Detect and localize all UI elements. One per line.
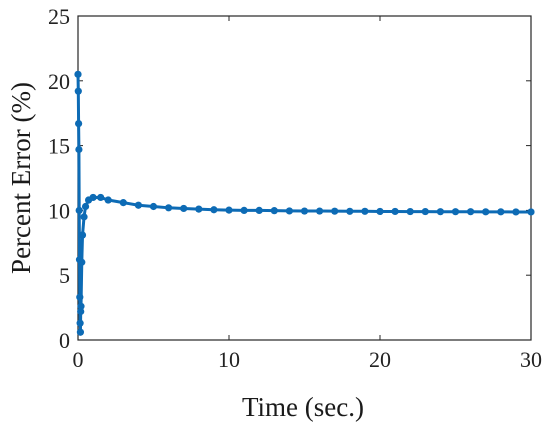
data-point xyxy=(316,207,324,215)
data-point xyxy=(134,201,142,209)
y-tick-label: 10 xyxy=(48,198,70,223)
data-point xyxy=(75,119,83,128)
y-tick-label: 0 xyxy=(59,328,70,353)
data-point xyxy=(497,208,505,216)
data-point xyxy=(436,208,444,216)
data-point xyxy=(77,307,85,316)
data-point xyxy=(421,207,429,216)
data-point xyxy=(149,202,158,211)
data-point xyxy=(406,207,414,216)
data-point xyxy=(482,208,490,216)
data-point xyxy=(89,193,97,202)
plot-area-box xyxy=(77,15,532,341)
data-point xyxy=(75,145,83,154)
data-point xyxy=(391,207,399,216)
data-point xyxy=(225,206,233,214)
series-layer xyxy=(74,70,535,336)
y-tick-label: 15 xyxy=(48,134,70,159)
data-point xyxy=(240,206,248,214)
data-point xyxy=(467,208,475,216)
x-tick-label: 30 xyxy=(520,347,542,372)
axis-ticks: 0 5 10 15 20 25 0 10 20 30 xyxy=(48,4,542,372)
data-point xyxy=(75,206,83,214)
data-point xyxy=(76,328,85,336)
data-point xyxy=(165,204,173,212)
data-point xyxy=(76,293,84,301)
data-point xyxy=(74,70,82,78)
data-point xyxy=(451,208,460,216)
data-point xyxy=(80,213,88,221)
data-point xyxy=(81,202,90,211)
data-point xyxy=(77,302,85,310)
data-point xyxy=(512,208,520,216)
data-point xyxy=(195,205,203,213)
x-tick-label: 0 xyxy=(73,347,84,372)
data-point xyxy=(210,206,218,214)
data-point xyxy=(78,258,86,266)
data-point xyxy=(255,206,263,214)
data-point xyxy=(74,87,82,95)
data-point xyxy=(527,208,535,216)
data-point xyxy=(270,207,278,215)
data-point xyxy=(78,231,87,239)
data-point xyxy=(119,199,127,207)
x-axis-label: Time (sec.) xyxy=(242,392,364,422)
y-tick-label: 20 xyxy=(48,69,70,94)
y-tick-label: 25 xyxy=(48,4,70,29)
y-axis-label: Percent Error (%) xyxy=(6,82,36,274)
data-point xyxy=(76,319,84,327)
data-point xyxy=(97,193,105,202)
x-tick-label: 10 xyxy=(218,347,240,372)
plot-frame xyxy=(77,15,532,341)
data-point xyxy=(331,207,339,215)
data-point xyxy=(285,207,293,215)
y-tick-label: 5 xyxy=(59,263,70,288)
data-point xyxy=(361,207,369,215)
data-point xyxy=(376,207,384,216)
data-point xyxy=(300,207,309,215)
data-point xyxy=(104,196,112,204)
x-tick-label: 20 xyxy=(369,347,391,372)
data-point xyxy=(346,207,354,215)
data-point xyxy=(180,204,188,213)
